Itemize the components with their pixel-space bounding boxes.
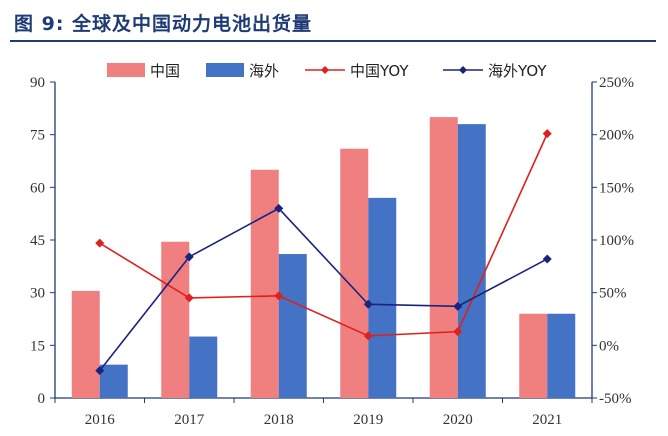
legend-marker-china-yoy [321, 66, 329, 74]
china-yoy-point [184, 293, 194, 303]
left-tick-label: 15 [30, 338, 45, 354]
china-yoy-point [274, 291, 284, 301]
overseas-yoy-point [453, 301, 463, 311]
right-tick-label: -50% [599, 391, 632, 407]
overseas-bar [457, 124, 486, 398]
overseas-bar [278, 254, 307, 398]
overseas-bar [368, 197, 397, 398]
legend-swatch-china [107, 63, 145, 77]
right-tick-label: 250% [599, 75, 634, 91]
legend: 中国 海外 中国YOY 海外YOY [107, 62, 547, 80]
right-tick-label: 100% [599, 233, 634, 249]
left-tick-label: 45 [30, 233, 45, 249]
overseas-yoy-line [99, 207, 548, 372]
overseas-bar [99, 364, 128, 398]
overseas-yoy-point [274, 203, 284, 213]
title-underline [10, 40, 656, 42]
legend-label-china-yoy: 中国YOY [350, 62, 409, 80]
right-tick-label: 150% [599, 180, 634, 196]
legend-label-overseas-yoy: 海外YOY [488, 62, 547, 80]
bars-layer [71, 117, 576, 398]
china-bar [340, 148, 369, 398]
china-yoy-point [95, 238, 105, 248]
left-tick-label: 60 [30, 180, 45, 196]
x-tick-label: 2020 [443, 412, 473, 428]
china-bar [429, 117, 458, 398]
overseas-yoy-point [95, 366, 105, 376]
china-bar [71, 290, 100, 398]
left-tick-label: 90 [30, 75, 45, 91]
china-bar [250, 169, 279, 398]
legend-label-china: 中国 [150, 62, 180, 80]
x-tick-label: 2016 [85, 412, 116, 428]
x-tick-label: 2018 [264, 412, 294, 428]
china-yoy-point [363, 331, 373, 341]
overseas-yoy-point [542, 254, 552, 264]
right-tick-label: 50% [599, 286, 627, 302]
legend-marker-overseas-yoy [459, 66, 467, 74]
overseas-bar [547, 313, 576, 398]
left-tick-label: 75 [30, 128, 45, 144]
x-tick-label: 2019 [353, 412, 383, 428]
china-yoy-point [453, 327, 463, 337]
overseas-yoy-point [184, 252, 194, 262]
overseas-bar [189, 336, 218, 398]
china-yoy-point [542, 129, 552, 139]
legend-swatch-overseas [206, 63, 244, 77]
figure-title: 图 9: 全球及中国动力电池出货量 [14, 13, 313, 35]
china-bar [519, 313, 548, 398]
left-tick-label: 30 [30, 286, 45, 302]
right-tick-label: 200% [599, 128, 634, 144]
overseas-yoy-point [363, 299, 373, 309]
x-tick-label: 2017 [174, 412, 205, 428]
legend-label-overseas: 海外 [249, 62, 279, 80]
x-tick-label: 2021 [532, 412, 562, 428]
axes: 0 15 30 45 60 75 90 -50% 0% 50% 100% 150% 200% 250% 20… [30, 75, 634, 428]
lines-layer [95, 129, 552, 376]
china-bar [161, 241, 190, 398]
left-tick-label: 0 [38, 391, 46, 407]
right-tick-label: 0% [599, 338, 619, 354]
